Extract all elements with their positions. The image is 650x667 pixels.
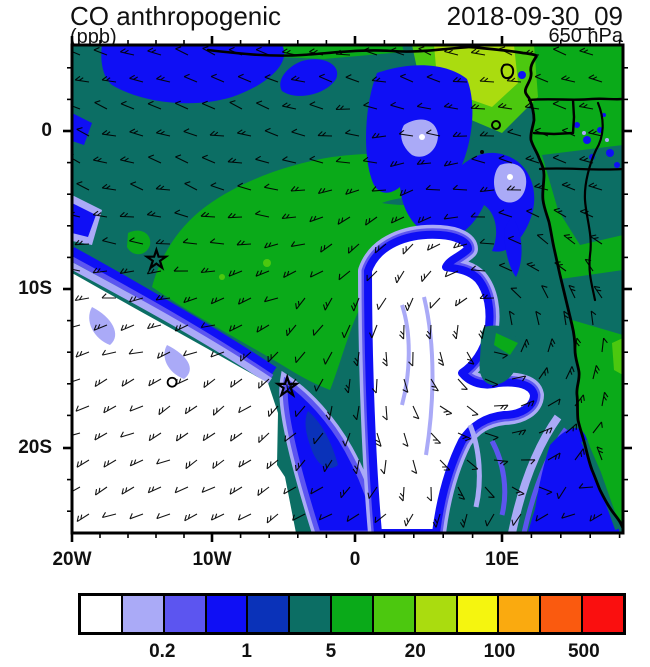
- plot-datetime: 2018-09-30_09: [446, 1, 623, 31]
- field-lavender-core-2: [494, 163, 527, 203]
- swirl-green-sliver: [494, 333, 518, 355]
- island-bioko: [500, 63, 515, 80]
- x-tick-label-10w: 10W: [192, 549, 232, 570]
- colorbar-cell-4: [248, 596, 291, 632]
- star-marker-1: [143, 246, 170, 271]
- colorbar-cell-9: [457, 596, 500, 632]
- colorbar-cell-0: [81, 596, 123, 632]
- island-sao-tome-dot: [480, 150, 484, 154]
- map-canvas: [72, 45, 623, 533]
- field-corner-blue-blob: [532, 427, 620, 533]
- wind-barbs-layer: [72, 46, 609, 528]
- field-west-edge-blue-2: [72, 203, 96, 237]
- island-principe-circle: [491, 120, 501, 130]
- x-tick-label-0: 0: [349, 549, 361, 570]
- colorbar-cell-6: [332, 596, 374, 632]
- x-tick-label-10e: 10E: [485, 549, 519, 570]
- field-navy-core: [305, 411, 338, 469]
- border-congo-drc: [583, 101, 604, 302]
- field-brightgreen-blip-2: [219, 274, 225, 280]
- colorbar-cell-12: [583, 596, 623, 632]
- border-equatorial-guinea-north: [527, 97, 623, 102]
- colorbar: [78, 593, 626, 635]
- field-white-fleck-1: [419, 134, 425, 140]
- field-white-fleck-2: [507, 174, 513, 180]
- colorbar-cell-8: [415, 596, 458, 632]
- y-tick-label-20s: 20S: [18, 437, 52, 458]
- colorbar-tick-label-0.2: 0.2: [149, 641, 176, 662]
- field-brightgreen-blip-1: [263, 259, 271, 267]
- field-nw-blue-streak-1: [101, 45, 285, 104]
- field-land-blue-speckles: [518, 71, 620, 168]
- map-frame: [70, 43, 625, 535]
- circle-marker-sw: [166, 376, 178, 388]
- colorbar-cell-2: [164, 596, 207, 632]
- x-tick-label-20w: 20W: [52, 549, 92, 570]
- colorbar-tick-label-100: 100: [483, 641, 516, 662]
- field-sw-white-airmass: [72, 273, 296, 533]
- y-tick-label-0: 0: [41, 120, 52, 141]
- location-markers: [143, 246, 301, 398]
- colorbar-cell-10: [499, 596, 542, 632]
- colorbar-tick-label-500: 500: [567, 641, 600, 662]
- field-nw-blue-streak-2: [280, 59, 338, 96]
- gulf-of-guinea-coastline: [206, 45, 472, 57]
- field-coast-blue-arm: [504, 215, 522, 277]
- field-sw-lavender-blob-2: [164, 345, 190, 379]
- colorbar-cell-3: [206, 596, 249, 632]
- axis-ticks: [63, 36, 632, 542]
- field-sw-lavender-blob-1: [89, 307, 116, 345]
- field-west-edge-blue-1: [72, 113, 92, 145]
- border-gabon-congo: [538, 167, 623, 171]
- field-yellowgreen-plume-core: [434, 45, 518, 107]
- colorbar-cell-1: [122, 596, 165, 632]
- colorbar-cell-7: [373, 596, 416, 632]
- star-marker-2: [274, 373, 301, 398]
- colorbar-cell-5: [290, 596, 333, 632]
- border-equatorial-guinea-south: [532, 131, 575, 136]
- plot-level-label: 650 hPa: [548, 25, 623, 47]
- africa-west-coastline: [468, 45, 623, 532]
- field-land-brightgreen-edge: [612, 338, 623, 375]
- field-se-streak-bands: [467, 414, 621, 533]
- swirl-inner-streak-1: [400, 304, 411, 406]
- field-coast-teal-strip: [581, 439, 621, 531]
- border-equatorial-guinea-east: [571, 98, 576, 135]
- field-topcenter-blue-mass: [366, 65, 535, 252]
- coastline-and-borders: [206, 45, 623, 532]
- y-tick-label-10s: 10S: [18, 278, 52, 299]
- plot-title: CO anthropogenic: [70, 1, 282, 31]
- colorbar-tick-label-5: 5: [325, 641, 337, 662]
- field-sw-fringe-lavender: [72, 262, 272, 384]
- colorbar-cell-11: [541, 596, 584, 632]
- colorbar-tick-label-20: 20: [404, 641, 426, 662]
- plot-units-label: (ppb): [70, 26, 117, 48]
- colorbar-tick-label-1: 1: [241, 641, 252, 662]
- swirl-inner-streak-2: [422, 296, 435, 456]
